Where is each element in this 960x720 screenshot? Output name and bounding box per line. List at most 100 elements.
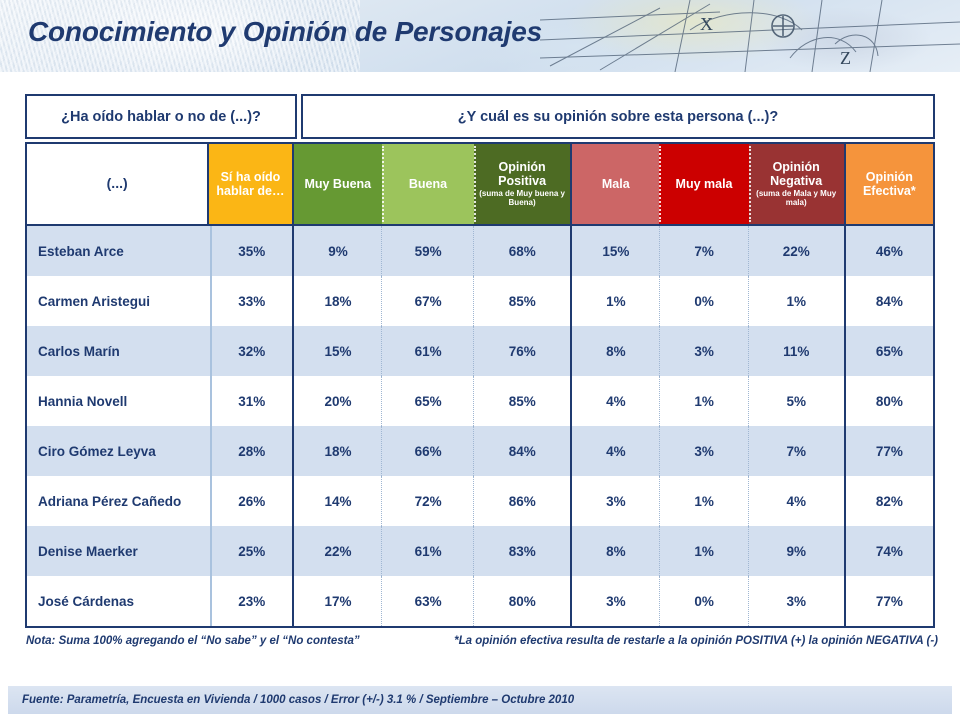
cell-op: 86% (473, 476, 570, 526)
cell-mm: 0% (658, 576, 749, 626)
banner-left-texture (0, 0, 360, 72)
cell-on: 1% (747, 276, 844, 326)
cell-b: 67% (381, 276, 474, 326)
table-row: Ciro Gómez Leyva 28% 18% 66% 84% 4% 3% 7% 77% (27, 426, 933, 476)
footnote-right: *La opinión efectiva resulta de restarle… (454, 635, 938, 647)
cell-oe: 82% (843, 476, 933, 526)
cell-mala: 4% (570, 426, 659, 476)
cell-oe: 80% (843, 376, 933, 426)
table-body: Esteban Arce 35% 9% 59% 68% 15% 7% 22% 46% Carmen… (25, 226, 935, 628)
cell-oe: 84% (843, 276, 933, 326)
cell-mala: 3% (570, 576, 659, 626)
cell-oido: 31% (209, 376, 292, 426)
cell-oido: 26% (209, 476, 292, 526)
cell-oido: 33% (209, 276, 292, 326)
cell-mala: 15% (570, 226, 659, 276)
cell-oe: 46% (843, 226, 933, 276)
cell-person-name: Ciro Gómez Leyva (38, 443, 156, 459)
cell-op: 83% (473, 526, 570, 576)
cell-oido: 35% (209, 226, 292, 276)
title-banner: X Z Conocimiento y Opinión de Personajes (0, 0, 960, 72)
table-row: Adriana Pérez Cañedo 26% 14% 72% 86% 3% 1% 4% 82… (27, 476, 933, 526)
page-title: Conocimiento y Opinión de Personajes (28, 16, 542, 47)
banner-letter-z: Z (840, 48, 851, 68)
source-footer: Fuente: Parametría, Encuesta en Vivienda… (8, 686, 952, 714)
slide-body: ¿Ha oído hablar o no de (...)? ¿Y cuál e… (0, 72, 960, 672)
column-header-opinion-positiva: Opinión Positiva (suma de Muy buena y Bu… (474, 144, 571, 224)
cell-op: 80% (473, 576, 570, 626)
cell-b: 65% (381, 376, 474, 426)
cell-mb: 18% (291, 426, 382, 476)
table-row: Esteban Arce 35% 9% 59% 68% 15% 7% 22% 46% (27, 226, 933, 276)
cell-mb: 20% (291, 376, 382, 426)
cell-mala: 8% (570, 326, 659, 376)
cell-mm: 7% (658, 226, 749, 276)
cell-on: 3% (747, 576, 844, 626)
table-row: Denise Maerker 25% 22% 61% 83% 8% 1% 9% 74% (27, 526, 933, 576)
column-header-opinion-negativa: Opinión Negativa (suma de Mala y Muy mal… (748, 144, 844, 224)
cell-mala: 4% (570, 376, 659, 426)
column-header-opinion-efectiva: Opinión Efectiva* (843, 144, 933, 224)
banner-letter-x: X (700, 14, 713, 34)
cell-oido: 25% (209, 526, 292, 576)
table-row: Carmen Aristegui 33% 18% 67% 85% 1% 0% 1% 84% (27, 276, 933, 326)
cell-b: 63% (381, 576, 474, 626)
cell-on: 9% (747, 526, 844, 576)
banner-diagram-art: X Z (540, 0, 960, 72)
table-group-header-row: ¿Ha oído hablar o no de (...)? ¿Y cuál e… (25, 94, 935, 139)
cell-mm: 1% (658, 376, 749, 426)
cell-mb: 15% (291, 326, 382, 376)
cell-mala: 3% (570, 476, 659, 526)
cell-b: 66% (381, 426, 474, 476)
group-header-opinion: ¿Y cuál es su opinión sobre esta persona… (301, 94, 935, 139)
cell-oido: 32% (209, 326, 292, 376)
cell-on: 22% (747, 226, 844, 276)
cell-on: 11% (747, 326, 844, 376)
cell-on: 5% (747, 376, 844, 426)
table-row: Carlos Marín 32% 15% 61% 76% 8% 3% 11% 65% (27, 326, 933, 376)
cell-b: 72% (381, 476, 474, 526)
column-header-muy-buena: Muy Buena (291, 144, 382, 224)
cell-person-name: José Cárdenas (38, 593, 135, 609)
cell-person-name: Hannia Novell (38, 393, 128, 409)
column-header-muy-mala: Muy mala (659, 144, 749, 224)
banner-background-art (0, 0, 960, 72)
cell-mb: 17% (291, 576, 382, 626)
footnote-left: Nota: Suma 100% agregando el “No sabe” y… (26, 635, 360, 647)
cell-person-name: Denise Maerker (38, 543, 138, 559)
cell-oido: 23% (209, 576, 292, 626)
cell-oe: 65% (843, 326, 933, 376)
group-header-awareness: ¿Ha oído hablar o no de (...)? (25, 94, 297, 139)
cell-on: 7% (747, 426, 844, 476)
cell-mb: 14% (291, 476, 382, 526)
cell-mala: 8% (570, 526, 659, 576)
cell-oido: 28% (209, 426, 292, 476)
cell-b: 61% (381, 326, 474, 376)
cell-oe: 74% (843, 526, 933, 576)
cell-person-name: Esteban Arce (38, 243, 124, 259)
cell-person-name: Carmen Aristegui (38, 293, 151, 309)
cell-mb: 22% (291, 526, 382, 576)
cell-person-name: Adriana Pérez Cañedo (38, 493, 182, 509)
cell-mm: 3% (658, 326, 749, 376)
cell-mm: 1% (658, 476, 749, 526)
cell-mm: 1% (658, 526, 749, 576)
cell-mm: 0% (658, 276, 749, 326)
cell-person-name: Carlos Marín (38, 343, 120, 359)
cell-mm: 3% (658, 426, 749, 476)
cell-op: 85% (473, 376, 570, 426)
cell-op: 84% (473, 426, 570, 476)
footnotes: Nota: Suma 100% agregando el “No sabe” y… (26, 635, 938, 647)
column-header-name: (...) (27, 144, 210, 224)
table-row: Hannia Novell 31% 20% 65% 85% 4% 1% 5% 80% (27, 376, 933, 426)
opinion-table: ¿Ha oído hablar o no de (...)? ¿Y cuál e… (25, 94, 935, 628)
table-column-header-row: (...) Sí ha oído hablar de… Muy Buena Bu… (25, 142, 935, 226)
source-text: Fuente: Parametría, Encuesta en Vivienda… (22, 694, 575, 706)
column-header-mala: Mala (570, 144, 660, 224)
cell-b: 61% (381, 526, 474, 576)
column-header-oido: Sí ha oído hablar de… (209, 144, 292, 224)
cell-op: 85% (473, 276, 570, 326)
cell-on: 4% (747, 476, 844, 526)
cell-oe: 77% (843, 576, 933, 626)
cell-mb: 9% (291, 226, 382, 276)
